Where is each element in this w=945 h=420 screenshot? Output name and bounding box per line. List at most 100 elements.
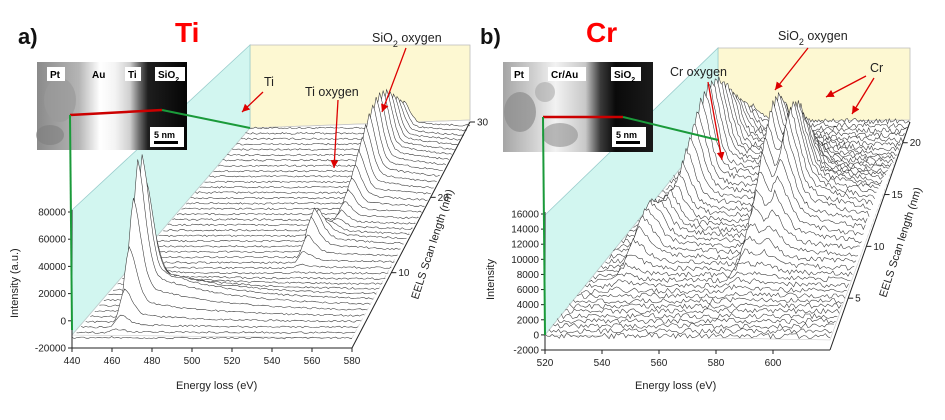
panel-b-trace-fill (589, 271, 851, 284)
panel-b-ticks: 520 540 560 580 600-200002000400060008000100… (511, 138, 921, 369)
panel-b-trace (617, 171, 864, 250)
panel-b-trace-fill (701, 94, 903, 145)
panel-b-x-tick-label: 560 (651, 358, 668, 369)
panel-b-trace-fill (545, 333, 830, 339)
panel-a-trace-fill (149, 208, 404, 249)
panel-a-trace (227, 88, 455, 157)
panel-b-z-tick-label: 5 (855, 294, 861, 305)
panel-b-trace-fill (569, 303, 842, 309)
panel-b-trace (625, 137, 868, 239)
panel-b-y-tick-label: 12000 (511, 240, 539, 251)
panel-a-y-tick-label: 0 (60, 316, 66, 327)
panel-a-x-tick-label: 580 (344, 356, 361, 367)
panel-a-ticks: 440 460 480 500 520 540 560 580 -20000 0 20000 4000… (35, 118, 489, 368)
panel-a-trace (80, 314, 359, 329)
panel-a-trace (90, 245, 365, 318)
panel-b-y-tick-label: 8000 (517, 270, 540, 281)
panel-b-annot-sio2-oxygen: SiO2 oxygen (778, 29, 848, 47)
panel-a-trace (240, 95, 464, 140)
panel-a-trace (199, 124, 437, 189)
panel-a-inset-label-pt: Pt (50, 70, 61, 81)
panel-b-inset-image: Pt Cr/Au SiO2 5 nm (503, 62, 653, 152)
panel-a-trace (172, 201, 419, 221)
panel-b-trace-fill (557, 318, 836, 324)
panel-b-trace-fill (581, 284, 847, 294)
panel-a-z-tick-label: 10 (398, 268, 410, 279)
panel-a-trace-fill (231, 91, 458, 152)
panel-a-arrow-sio2-oxygen (381, 47, 407, 113)
panel-b-trace-fill (621, 152, 866, 244)
panel-b-y-tick-label: 10000 (511, 255, 539, 266)
panel-a-scalebar (154, 141, 178, 144)
panel-b-trace (601, 235, 857, 270)
panel-b-y-tick-label: -2000 (513, 346, 539, 357)
panel-b-y-axis-title: Intensity (485, 259, 497, 300)
panel-a-trace-fill (213, 97, 446, 174)
panel-a-trace-fill (154, 209, 407, 244)
panel-b-trace-fill (705, 98, 905, 139)
panel-a-trace (185, 164, 428, 205)
panel-b-trace (552, 323, 834, 329)
panel-a-trace (108, 180, 377, 296)
panel-b-x-tick-label: 520 (537, 358, 554, 369)
panel-b-trace-fill (601, 236, 856, 269)
panel-b-x-axis-title: Energy loss (eV) (635, 380, 716, 392)
panel-a-trace (181, 177, 425, 211)
panel-b-trace-fill (585, 277, 849, 289)
panel-b-y-tick-label: 14000 (511, 225, 539, 236)
panel-a-arrow-ti-oxygen (330, 99, 339, 169)
panel-a-trace-fill (195, 137, 434, 195)
panel-b-trace (593, 261, 853, 280)
panel-a-trace-fill (158, 216, 410, 238)
panel-b-trace-fill (553, 323, 834, 329)
panel-b-trace-fill (689, 83, 897, 160)
panel-b-element-title: Cr (586, 17, 617, 48)
panel-a-trace-fill (190, 150, 431, 200)
panel-b: 520 540 560 580 600-200002000400060008000100… (480, 17, 924, 392)
panel-a-z-axis (351, 121, 471, 349)
panel-a-trace-fill (218, 92, 449, 168)
panel-b-trace (572, 296, 844, 304)
panel-a-trace-fill (245, 99, 467, 136)
panel-a-trace (99, 159, 371, 307)
panel-a-trace (131, 263, 392, 270)
panel-b-trace (577, 291, 846, 299)
panel-b-z-tick-label: 10 (873, 242, 885, 253)
panel-a: 440 460 480 500 520 540 560 580 -20000 0 20000 4000… (9, 17, 489, 392)
panel-a-x-tick-label: 540 (264, 356, 281, 367)
panel-b-z-axis (829, 121, 911, 351)
panel-a-y-axis-title: Intensity (a.u.) (9, 248, 21, 318)
panel-b-arrow-cr-2 (851, 77, 875, 115)
panel-b-trace-fill (665, 91, 886, 190)
panel-a-trace-fill (204, 113, 440, 184)
panel-b-trace (605, 223, 858, 264)
panel-b-annot-cr: Cr (870, 61, 883, 75)
panel-b-trace (548, 328, 833, 335)
panel-a-trace-fill (131, 264, 392, 270)
panel-a-inset-label-au: Au (92, 70, 105, 81)
panel-b-trace-fill (697, 92, 901, 150)
panel-a-trace-fill (177, 189, 422, 217)
panel-a-trace-fill (135, 251, 395, 265)
panel-b-trace-fill (565, 308, 840, 314)
panel-a-trace-fill (240, 96, 464, 141)
panel-a-y-tick-label: 80000 (38, 208, 66, 219)
panel-a-trace (158, 215, 410, 237)
panel-a-trace (208, 104, 443, 178)
panel-b-trace-fill (629, 124, 870, 234)
panel-a-trace (126, 268, 389, 275)
panel-b-trace-fill (597, 248, 855, 274)
panel-a-scan-line (69, 108, 163, 117)
panel-b-floor (544, 119, 911, 341)
panel-a-trace-fill (76, 328, 355, 335)
panel-a-trace (149, 207, 404, 248)
panel-b-trace-fill (677, 78, 892, 175)
panel-b-y-tick-label: 2000 (517, 315, 540, 326)
panel-a-inset-label-ti: Ti (128, 70, 137, 81)
panel-b-leader-diagonal (622, 116, 719, 141)
panel-b-trace (556, 318, 836, 325)
panel-a-trace (163, 218, 413, 232)
panel-b-z-tick-label: 15 (892, 190, 904, 201)
panel-b-trace-fill (710, 101, 907, 135)
